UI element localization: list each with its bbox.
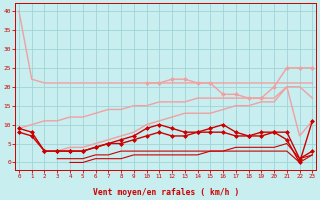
X-axis label: Vent moyen/en rafales ( km/h ): Vent moyen/en rafales ( km/h ) (92, 188, 239, 197)
